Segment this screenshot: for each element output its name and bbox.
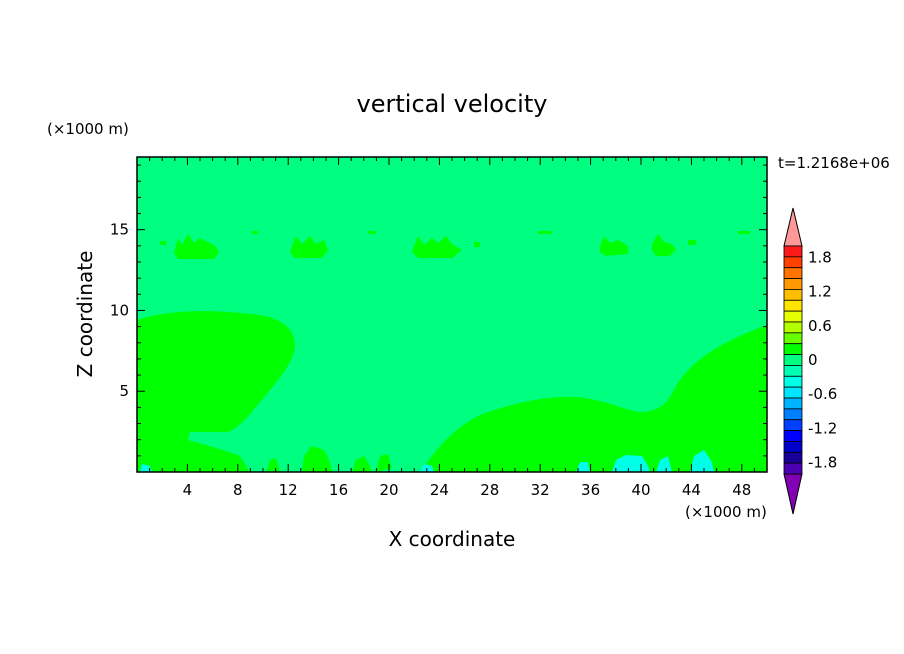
colorbar-swatch (783, 397, 803, 410)
y-tick-label: 15 (110, 221, 129, 239)
colorbar-swatch (783, 386, 803, 399)
colorbar-bottom-arrow (783, 473, 803, 515)
colorbar-tick-label: 0 (808, 351, 818, 369)
colorbar-swatch (783, 451, 803, 464)
blob-2 (290, 236, 328, 258)
blob-4 (600, 236, 628, 256)
x-tick-label: 4 (183, 481, 193, 499)
x-axis-title: X coordinate (389, 527, 516, 551)
y-tick-label: 10 (110, 301, 129, 319)
neg-2 (690, 450, 714, 472)
x-tick-label: 40 (631, 481, 650, 499)
x-tick-label: 36 (581, 481, 600, 499)
colorbar-tick-label: 1.8 (808, 248, 832, 266)
x-tick-label: 32 (531, 481, 550, 499)
colorbar-swatch (783, 299, 803, 312)
chart-title: vertical velocity (357, 90, 548, 118)
colorbar-swatch (783, 343, 803, 355)
x-tick-label: 12 (279, 481, 298, 499)
colorbar-swatch (783, 267, 803, 279)
bump-1 (302, 446, 332, 472)
colorbar-swatch (783, 375, 803, 388)
colorbar-tick-label: -1.2 (808, 419, 837, 437)
blob-12 (738, 231, 750, 234)
colorbar-swatch (783, 408, 803, 421)
x-tick-label: 20 (379, 481, 398, 499)
plot-area (136, 156, 768, 473)
y-axis-title: Z coordinate (73, 251, 97, 378)
colorbar-swatch (783, 419, 803, 431)
x-tick-label: 24 (430, 481, 449, 499)
colorbar-swatch (783, 245, 803, 258)
neg-3 (656, 456, 672, 472)
x-tick-label: 48 (732, 481, 751, 499)
blob-9 (474, 242, 480, 247)
colorbar-swatch (783, 278, 803, 290)
bump-4 (266, 458, 280, 472)
colorbar-tick-label: -1.8 (808, 454, 837, 472)
colorbar-swatch (783, 332, 803, 345)
colorbar-swatch (783, 321, 803, 334)
colorbar: 1.8 1.2 0.6 0 -0.6 -1.2 -1.8 (783, 207, 837, 515)
blob-11 (688, 240, 696, 245)
surface-bumps (266, 446, 392, 472)
colorbar-swatch (783, 462, 803, 475)
positive-region-right (420, 325, 767, 472)
colorbar-swatch (783, 256, 803, 269)
neg-6 (140, 464, 152, 472)
positive-region-left (137, 311, 295, 472)
colorbar-swatch (783, 310, 803, 323)
colorbar-swatch (783, 441, 803, 453)
time-label: t=1.2168e+06 (778, 154, 890, 172)
neg-4 (576, 462, 590, 472)
y-tick-label: 5 (119, 382, 129, 400)
blob-7 (252, 231, 258, 234)
y-unit-label: (×1000 m) (47, 120, 129, 138)
x-axis: 4 8 12 16 20 24 28 32 36 40 44 48 (149, 157, 755, 499)
bump-3 (376, 454, 392, 472)
x-tick-label: 16 (329, 481, 348, 499)
blob-3 (412, 236, 462, 258)
y-axis: 5 10 15 (110, 164, 767, 457)
blob-6 (160, 241, 166, 245)
colorbar-swatch (783, 289, 803, 301)
x-tick-label: 44 (682, 481, 701, 499)
blob-10 (538, 231, 552, 234)
colorbar-tick-label: 0.6 (808, 317, 832, 335)
colorbar-swatch (783, 354, 803, 366)
x-tick-label: 28 (480, 481, 499, 499)
bump-2 (352, 456, 372, 472)
blob-1 (174, 234, 219, 259)
colorbar-tick-label: -0.6 (808, 385, 837, 403)
x-unit-label: (×1000 m) (685, 503, 767, 521)
blob-8 (368, 231, 376, 234)
blob-5 (652, 234, 676, 256)
colorbar-tick-label: 1.2 (808, 283, 832, 301)
colorbar-swatch (783, 430, 803, 442)
colorbar-top-arrow (783, 207, 803, 247)
upper-positive-blobs (160, 231, 750, 259)
colorbar-swatch (783, 365, 803, 377)
x-tick-label: 8 (233, 481, 243, 499)
